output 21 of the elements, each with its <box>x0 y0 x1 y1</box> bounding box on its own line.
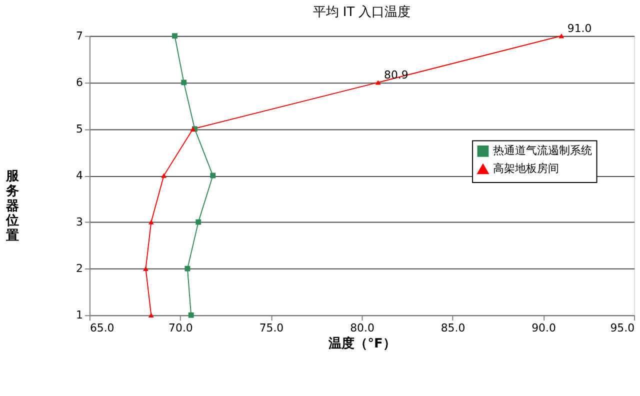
x-tick-label: 90.0 <box>532 322 556 335</box>
y-axis-title: 服务器位置 <box>4 168 20 244</box>
x-tick-label: 75.0 <box>259 322 284 335</box>
y-tick-label: 3 <box>76 216 84 229</box>
y-tick-label: 7 <box>76 29 84 42</box>
chart-title: 平均 IT 入口温度 <box>312 4 411 20</box>
x-tick-label: 95.0 <box>610 322 635 335</box>
y-tick-label: 1 <box>76 308 83 322</box>
legend-label: 高架地板房间 <box>492 162 559 176</box>
x-tick-label: 80.0 <box>350 322 374 335</box>
x-axis-title: 温度（°F） <box>328 335 396 352</box>
y-tick-label: 5 <box>76 122 83 136</box>
legend-label: 热通道气流遏制系统 <box>492 144 592 158</box>
y-tick-label: 4 <box>76 168 84 182</box>
x-tick-label: 85.0 <box>440 322 466 335</box>
x-tick-label: 65.0 <box>90 322 114 335</box>
x-tick-label: 70.0 <box>168 322 193 335</box>
y-tick-label: 2 <box>76 262 83 276</box>
data-label: 91.0 <box>567 22 592 35</box>
data-label: 80.9 <box>384 68 408 82</box>
y-tick-label: 6 <box>76 76 84 89</box>
